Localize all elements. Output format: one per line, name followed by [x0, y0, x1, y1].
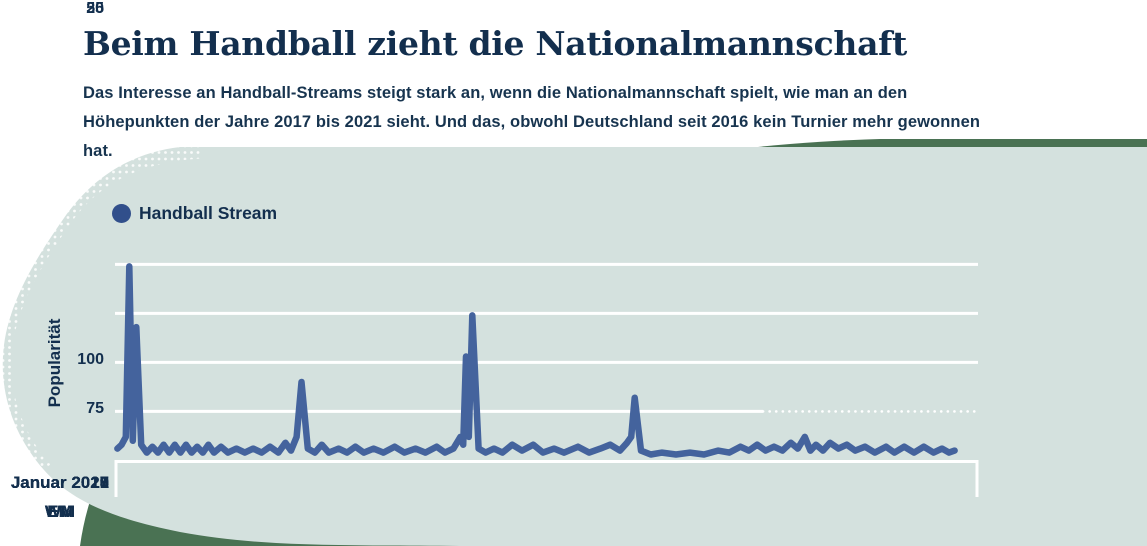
x-tick-month: Januar 2017	[10, 473, 110, 492]
dot-texture-rim	[0, 141, 201, 476]
x-tick-event: WM	[44, 502, 76, 521]
x-tick-month: Januar 2020	[10, 473, 110, 492]
x-tick-event: WM	[44, 502, 76, 521]
legend-label: Handball Stream	[139, 203, 278, 223]
y-tick-25: 25	[86, 0, 104, 17]
x-tick-event: EM	[47, 502, 73, 521]
page-title: Beim Handball zieht die Nationalmannscha…	[83, 24, 907, 64]
x-tick-jan2020: Januar 2020 EM	[0, 473, 120, 522]
x-tick-jan2021: Januar 2021 WM	[0, 473, 120, 522]
y-tick-50: 50	[86, 0, 104, 17]
x-tick-month: Januar 2021	[10, 473, 110, 492]
gridlines	[115, 262, 980, 413]
x-tick-month: Januar 2018	[10, 473, 110, 492]
series-line-handball-stream	[114, 263, 958, 458]
chart-legend: Handball Stream	[112, 203, 277, 224]
x-tick-month: Januar 2019	[10, 473, 110, 492]
x-tick-jan2017: Januar 2017 WM	[0, 473, 120, 522]
legend-dot-icon	[112, 204, 131, 223]
x-axis-bracket	[114, 460, 979, 497]
x-tick-jan2018: Januar 2018 EM	[0, 473, 120, 522]
page-subtitle: Das Interesse an Handball-Streams steigt…	[83, 83, 981, 160]
x-tick-event: WM	[44, 502, 76, 521]
x-tick-jan2019: Januar 2019 WM	[0, 473, 120, 522]
x-tick-event: EM	[47, 502, 73, 521]
y-tick-100: 100	[77, 351, 104, 368]
y-tick-75: 75	[86, 400, 104, 417]
